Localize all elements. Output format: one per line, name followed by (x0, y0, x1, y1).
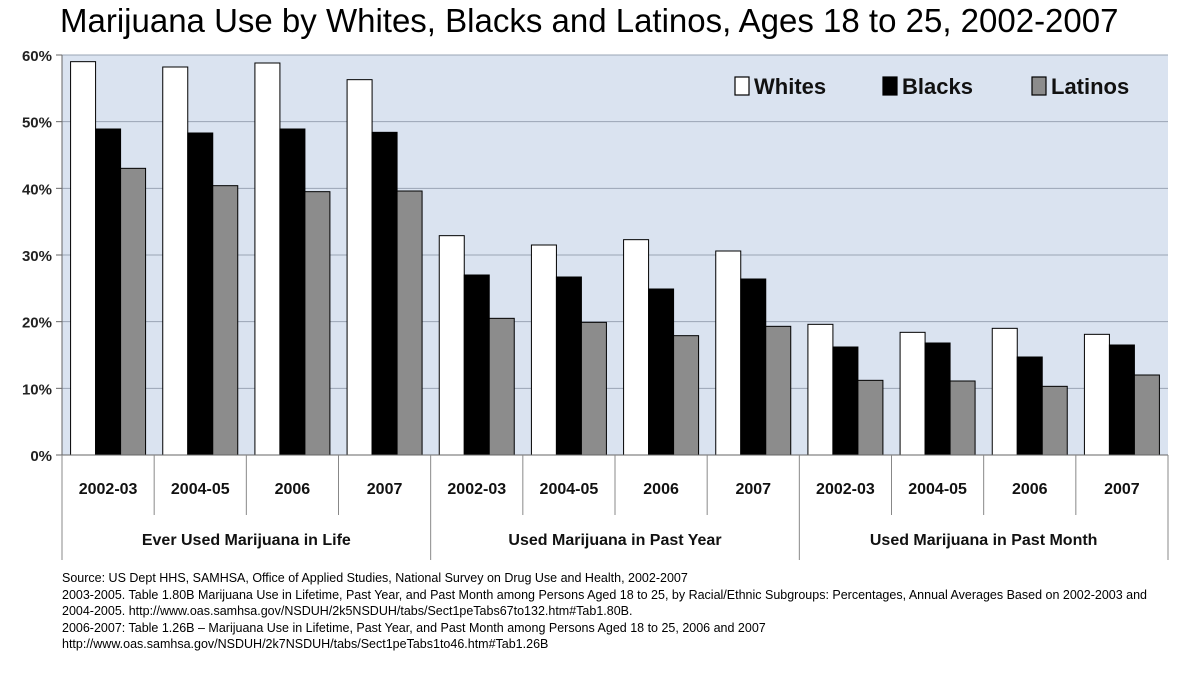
x-tick-label: 2002-03 (79, 481, 138, 498)
x-tick-label: 2006 (1012, 481, 1048, 498)
bar-whites (899, 331, 926, 456)
bar-whites (70, 61, 97, 456)
bar-blacks (924, 342, 951, 456)
legend-label-latinos: Latinos (1051, 74, 1129, 99)
source-line-2: 2003-2005. Table 1.80B Marijuana Use in … (62, 587, 1147, 619)
gridlines (62, 54, 1168, 389)
bar-latinos (488, 317, 515, 456)
bar-whites (623, 239, 650, 456)
bar-blacks (187, 132, 214, 456)
y-tick-label: 40% (22, 181, 52, 198)
bar-whites (346, 79, 373, 456)
bar-latinos (212, 185, 239, 456)
legend: Whites Blacks Latinos (734, 74, 1129, 99)
y-tick-label: 0% (30, 448, 52, 465)
bar-latinos (396, 190, 423, 456)
y-axis: 0% 10% 20% 30% 40% 50% 60% (22, 48, 63, 465)
bar-blacks (1108, 344, 1135, 456)
x-axis: 2002-03 2004-05 2006 2007 2002-03 2004-05 2006… (61, 454, 1169, 560)
bar-whites (530, 244, 557, 456)
bar-whites (715, 250, 742, 456)
source-line-3: 2006-2007: Table 1.26B – Marijuana Use i… (62, 620, 766, 635)
legend-swatch-whites (734, 76, 750, 96)
bar-latinos (1133, 374, 1160, 456)
bar-latinos (120, 167, 147, 456)
bar-blacks (740, 278, 767, 456)
source-line-1: Source: US Dept HHS, SAMHSA, Office of A… (62, 571, 688, 585)
legend-label-whites: Whites (754, 74, 826, 99)
chart-title: Marijuana Use by Whites, Blacks and Lati… (60, 2, 1119, 39)
y-tick-label: 60% (22, 48, 52, 65)
bar-latinos (673, 335, 700, 456)
x-tick-label: 2002-03 (816, 481, 875, 498)
source-line-4: http://www.oas.samhsa.gov/NSDUH/2k7NSDUH… (62, 637, 549, 651)
bar-blacks (648, 288, 675, 456)
y-tick-label: 10% (22, 381, 52, 398)
y-tick-label: 20% (22, 315, 52, 332)
x-tick-label: 2006 (643, 481, 679, 498)
group-label: Used Marijuana in Past Month (870, 532, 1098, 549)
y-tick-label: 50% (22, 115, 52, 132)
legend-swatch-blacks (882, 76, 898, 96)
bar-latinos (1041, 385, 1068, 456)
bar-chart: 0%10%20%30%40%50%60% 2002-03 2004-05 2006 2… (22, 48, 1169, 560)
bar-blacks (279, 128, 306, 456)
x-tick-label: 2007 (367, 481, 403, 498)
bar-blacks (463, 274, 490, 456)
bar-blacks (1016, 356, 1043, 456)
x-tick-label: 2004-05 (540, 481, 599, 498)
legend-label-blacks: Blacks (902, 74, 973, 99)
bar-whites (254, 62, 281, 456)
bar-blacks (371, 131, 398, 456)
x-tick-label: 2006 (275, 481, 311, 498)
y-tick-label: 30% (22, 248, 52, 265)
bar-whites (1083, 333, 1110, 456)
bar-latinos (857, 379, 884, 456)
group-label: Ever Used Marijuana in Life (142, 532, 351, 549)
x-tick-label: 2007 (1104, 481, 1140, 498)
x-tick-label: 2004-05 (171, 481, 230, 498)
bar-blacks (555, 276, 582, 456)
bars (70, 61, 1160, 456)
x-tick-label: 2004-05 (908, 481, 967, 498)
x-tick-label: 2007 (735, 481, 771, 498)
bar-whites (162, 66, 189, 456)
group-label: Used Marijuana in Past Year (508, 532, 721, 549)
bar-whites (438, 235, 465, 456)
bar-latinos (949, 380, 976, 456)
source-note: Source: US Dept HHS, SAMHSA, Office of A… (62, 570, 1182, 653)
bar-latinos (765, 325, 792, 456)
legend-swatch-latinos (1031, 76, 1047, 96)
bar-whites (991, 327, 1018, 456)
bar-whites (807, 323, 834, 456)
bar-latinos (580, 321, 607, 456)
bar-blacks (95, 128, 122, 456)
bar-blacks (832, 346, 859, 456)
x-tick-label: 2002-03 (447, 481, 506, 498)
bar-latinos (304, 191, 331, 456)
